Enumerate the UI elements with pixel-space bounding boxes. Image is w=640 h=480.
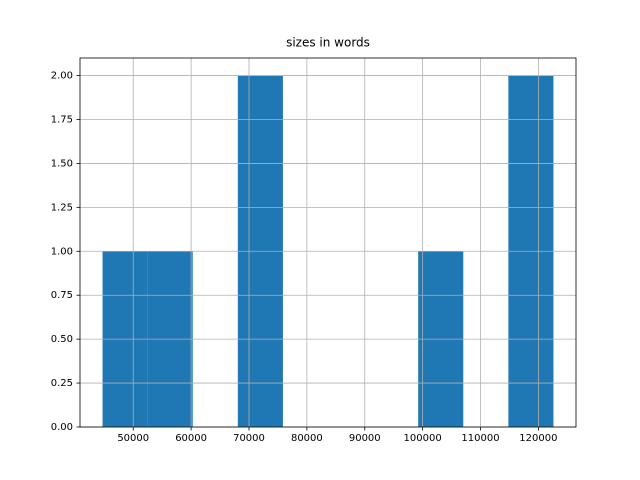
x-tick-label: 90000 <box>349 433 381 444</box>
y-tick-label: 0.75 <box>51 290 73 301</box>
y-tick-label: 1.50 <box>51 158 73 169</box>
plot-frame <box>79 57 577 428</box>
x-tick-label: 100000 <box>404 433 442 444</box>
x-tick-label: 60000 <box>175 433 207 444</box>
x-tick-label: 50000 <box>117 433 149 444</box>
y-tick-label: 2.00 <box>51 71 73 82</box>
chart-title: sizes in words <box>286 36 370 50</box>
x-tick-label: 70000 <box>233 433 265 444</box>
y-tick-label: 0.25 <box>51 378 73 389</box>
x-tick-label: 80000 <box>291 433 323 444</box>
y-tick-label: 0.50 <box>51 334 73 345</box>
x-tick-label: 120000 <box>519 433 557 444</box>
y-tick-label: 1.25 <box>51 202 73 213</box>
y-tick-label: 1.75 <box>51 115 73 126</box>
x-tick-label: 110000 <box>461 433 499 444</box>
y-tick-label: 0.00 <box>51 422 73 433</box>
y-tick-label: 1.00 <box>51 246 73 257</box>
